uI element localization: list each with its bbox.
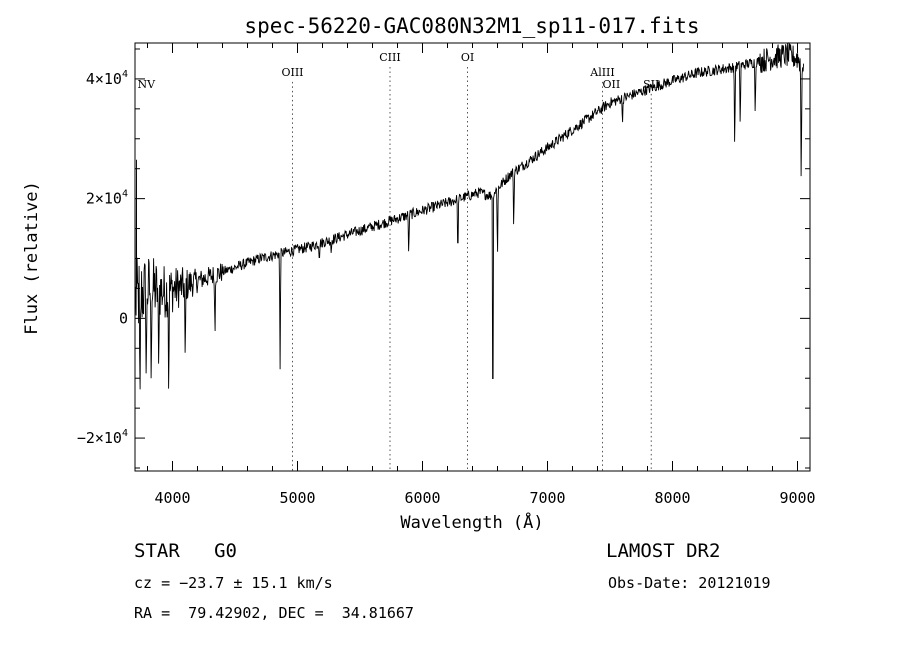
annotation-label: OI	[461, 51, 474, 64]
x-tick-label: 6000	[404, 489, 440, 507]
annotation-label: CIII	[379, 51, 400, 64]
x-tick-label: 9000	[779, 489, 815, 507]
y-tick-label: 4×104	[86, 69, 128, 88]
y-tick-label: 0	[119, 309, 128, 327]
annotation-label: AlIII	[589, 66, 615, 79]
spectrum-line	[135, 41, 805, 390]
x-tick-label: 7000	[529, 489, 565, 507]
survey-name: LAMOST DR2	[606, 540, 721, 562]
x-axis-label: Wavelength (Å)	[400, 511, 543, 533]
x-tick-label: 8000	[654, 489, 690, 507]
obs-date: Obs-Date: 20121019	[608, 574, 771, 592]
x-tick-labels: 4000 5000 6000 7000 8000 9000	[154, 489, 815, 507]
x-tick-label: 4000	[154, 489, 190, 507]
y-tick-label: −2×104	[77, 428, 128, 447]
y-axis-label: Flux (relative)	[22, 181, 42, 335]
y-tick-label: 2×104	[86, 189, 128, 208]
axis-ticks	[135, 43, 810, 471]
plot-frame	[134, 42, 811, 472]
chart-title: spec-56220-GAC080N32M1_sp11-017.fits	[244, 14, 699, 38]
annotation-label: NV	[138, 78, 157, 91]
x-tick-label: 5000	[279, 489, 315, 507]
object-class: STAR G0	[134, 540, 237, 562]
y-tick-labels: −2×104 0 2×104 4×104	[77, 69, 128, 447]
annotation-label: OII	[603, 78, 621, 91]
coordinates: RA = 79.42902, DEC = 34.81667	[134, 604, 414, 622]
annotation-label: OIII	[281, 66, 303, 79]
redshift-info: cz = −23.7 ± 15.1 km/s	[134, 574, 333, 592]
